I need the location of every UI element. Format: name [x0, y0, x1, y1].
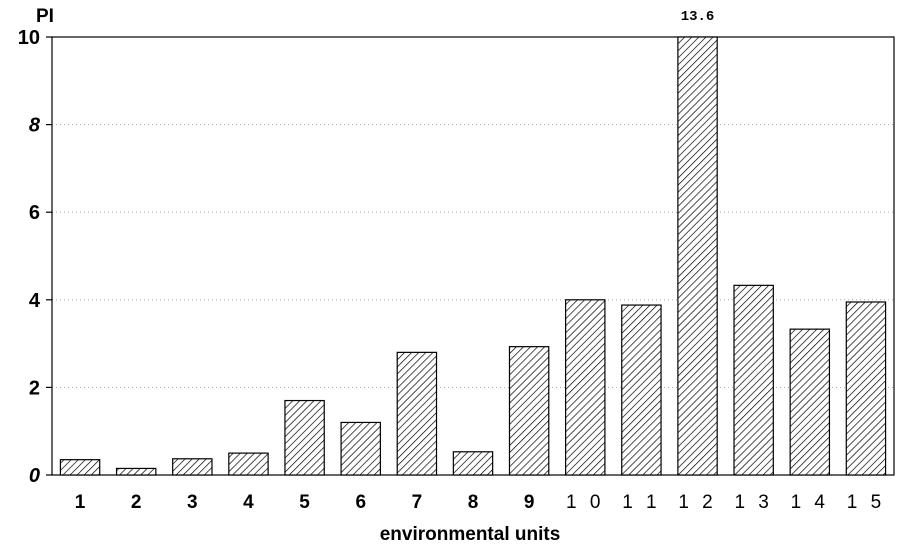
- y-tick-label: 6: [29, 202, 40, 224]
- overflow-value-label: 13.6: [681, 9, 715, 25]
- x-tick-label: 7: [412, 492, 423, 513]
- x-tick-label: 1 4: [791, 492, 829, 513]
- bar-unit-15: [845, 301, 887, 476]
- bar-unit-9: [508, 346, 550, 476]
- x-tick-label: 6: [355, 492, 366, 513]
- x-tick-label: 1 0: [566, 492, 604, 513]
- x-tick-label: 3: [187, 492, 198, 513]
- x-tick-label: 5: [299, 492, 310, 513]
- y-axis-ticks: 0 2 4 6 8 10: [18, 27, 52, 487]
- x-axis-ticks: 1 2 3 4 5 6 7 8 9 1 0 1 1 1 2 1 3 1 4 1 5: [75, 492, 885, 513]
- x-tick-label: 8: [468, 492, 479, 513]
- y-tick-label: 10: [18, 27, 40, 49]
- bar-unit-14: [789, 328, 831, 476]
- y-tick-label: 4: [29, 290, 41, 312]
- x-tick-label: 4: [243, 492, 254, 513]
- x-tick-label: 1 5: [847, 492, 885, 513]
- bar-unit-3: [172, 458, 213, 476]
- x-tick-label: 9: [524, 492, 535, 513]
- bar-unit-10: [565, 299, 606, 476]
- x-tick-label: 1 3: [734, 492, 772, 513]
- bar-unit-11: [621, 304, 662, 476]
- x-tick-label: 1 2: [678, 492, 716, 513]
- y-axis-label: PI: [36, 6, 54, 27]
- bar-unit-1: [59, 459, 101, 476]
- bar-unit-7: [396, 351, 438, 476]
- bar-unit-13: [733, 284, 774, 476]
- bar-unit-6: [340, 421, 381, 476]
- bar-unit-2: [115, 467, 157, 476]
- bar-unit-4: [228, 452, 269, 476]
- y-tick-label: 0: [29, 465, 40, 487]
- x-tick-label: 1 1: [622, 492, 660, 513]
- bars: [59, 36, 887, 476]
- y-tick-label: 8: [29, 115, 41, 137]
- y-tick-label: 2: [29, 377, 40, 399]
- x-tick-label: 1: [75, 492, 86, 513]
- x-tick-label: 2: [131, 492, 142, 513]
- gridlines: [52, 124, 894, 388]
- bar-unit-5: [284, 399, 325, 476]
- x-axis-label: environmental units: [380, 524, 561, 545]
- bar-unit-8: [452, 451, 494, 476]
- bar-unit-12: [677, 36, 718, 476]
